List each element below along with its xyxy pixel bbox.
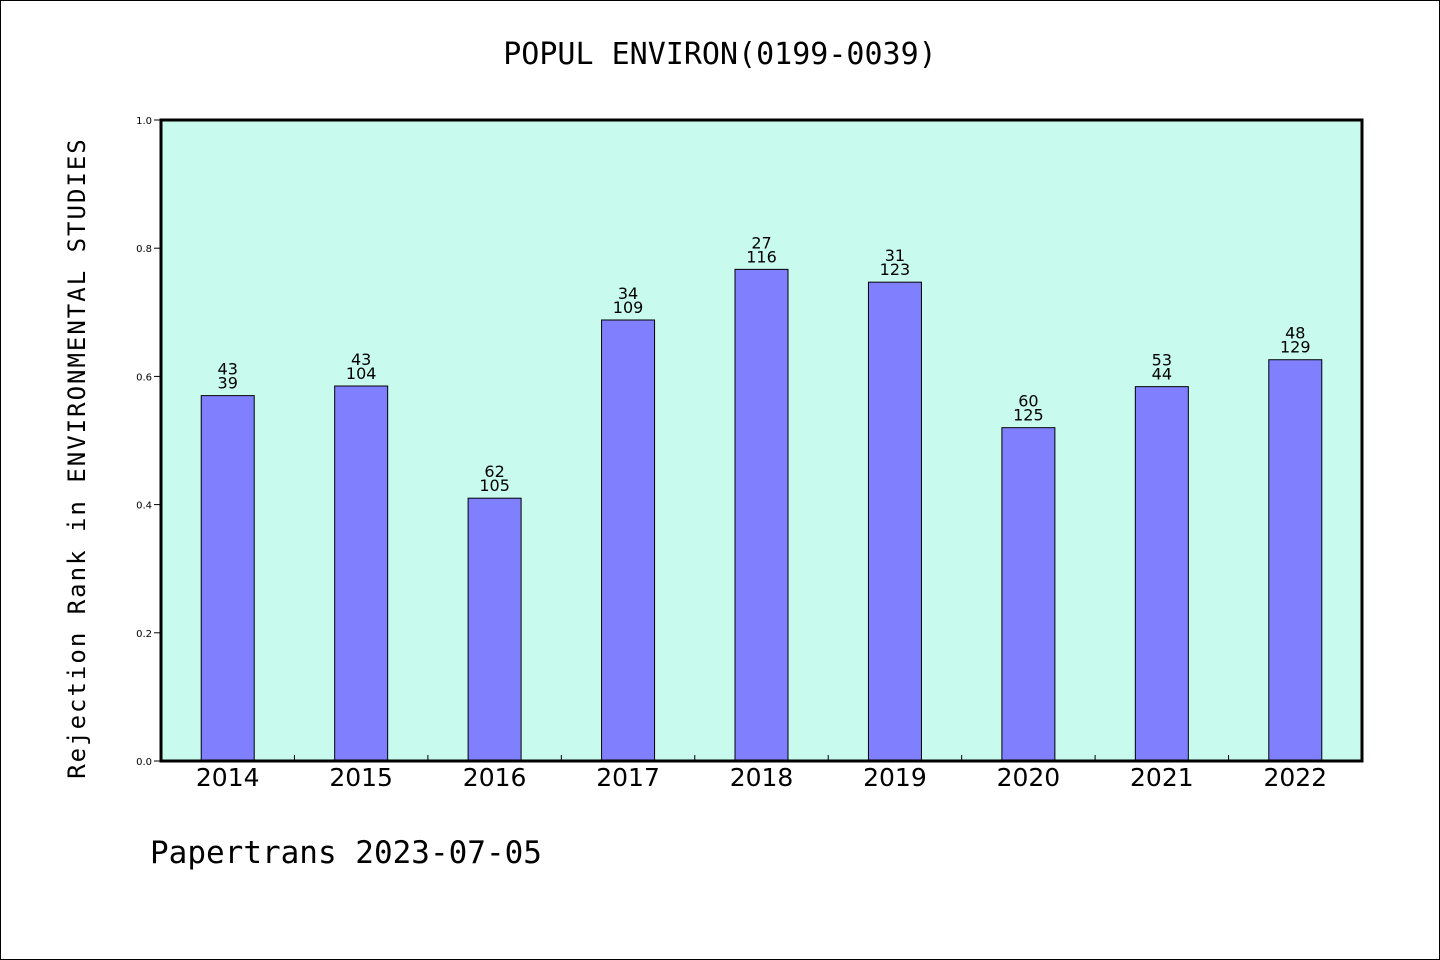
bar-label-top: 43 — [218, 360, 238, 379]
bar — [1001, 427, 1056, 762]
bar-label-top: 34 — [618, 284, 638, 303]
bar-label-bottom: 123 — [880, 260, 911, 279]
bar — [734, 268, 789, 762]
bar — [467, 497, 522, 762]
bar — [334, 385, 389, 762]
y-tick-label: 0.2 — [136, 629, 152, 640]
bar-label-top: 62 — [484, 462, 504, 481]
chart-title: POPUL ENVIRON(0199-0039) — [503, 37, 937, 72]
bar-label-bottom: 109 — [613, 298, 644, 317]
bar-label-bottom: 125 — [1013, 406, 1044, 425]
y-tick-label: 0.8 — [136, 244, 152, 255]
bar-label-bottom: 129 — [1280, 338, 1311, 357]
x-tick-label: 2016 — [463, 763, 527, 792]
bar — [601, 319, 656, 762]
bar-label-bottom: 116 — [746, 247, 777, 266]
bar-label-top: 53 — [1152, 351, 1172, 370]
x-tick-label: 2015 — [329, 763, 393, 792]
bar — [867, 281, 922, 762]
x-tick-label: 2017 — [596, 763, 660, 792]
y-tick-label: 0.4 — [136, 501, 152, 512]
x-tick-label: 2020 — [997, 763, 1061, 792]
bar-label-bottom: 105 — [479, 476, 510, 495]
y-tick-label: 0.0 — [136, 757, 152, 768]
bar-label-bottom: 44 — [1152, 365, 1172, 384]
y-tick-label: 1.0 — [136, 116, 152, 127]
x-tick-label: 2021 — [1130, 763, 1194, 792]
footer-note: Papertrans 2023-07-05 — [150, 835, 542, 871]
bar — [200, 395, 255, 762]
bar-label-top: 31 — [885, 246, 905, 265]
bar-label-bottom: 39 — [218, 374, 238, 393]
plot-frame — [159, 118, 1364, 763]
x-tick-label: 2019 — [863, 763, 927, 792]
x-tick-label: 2014 — [196, 763, 260, 792]
y-tick-label: 0.6 — [136, 372, 152, 383]
bar — [1268, 359, 1323, 762]
bar-label-top: 43 — [351, 350, 371, 369]
axis-layer: 2014 2015 2016 2017 2018 2019 2020 2021 2022 0.0 0… — [136, 116, 1327, 792]
x-tick-label: 2018 — [730, 763, 794, 792]
bar-label-top: 60 — [1018, 392, 1038, 411]
bar-label-top: 27 — [751, 233, 771, 252]
bar-label-top: 48 — [1285, 324, 1305, 343]
bar-label-bottom: 104 — [346, 364, 377, 383]
x-tick-label: 2022 — [1263, 763, 1327, 792]
bar — [1134, 386, 1189, 762]
